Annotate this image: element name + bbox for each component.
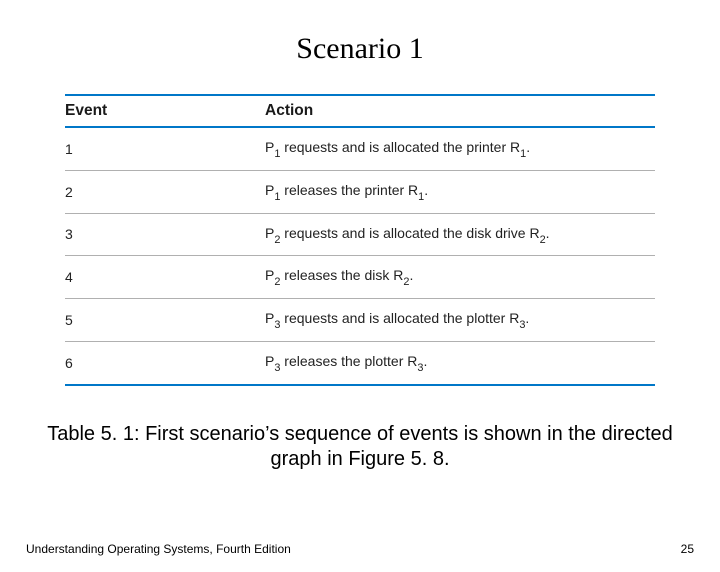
event-action-table: Event Action 1 P1 requests and is alloca…	[65, 94, 655, 386]
action-cell: P1 requests and is allocated the printer…	[265, 127, 655, 170]
action-cell: P1 releases the printer R1.	[265, 170, 655, 213]
event-cell: 3	[65, 213, 265, 256]
table-row: 3 P2 requests and is allocated the disk …	[65, 213, 655, 256]
table-caption: Table 5. 1: First scenario’s sequence of…	[44, 422, 676, 472]
action-cell: P2 releases the disk R2.	[265, 256, 655, 299]
action-cell: P3 requests and is allocated the plotter…	[265, 299, 655, 342]
col-header-action: Action	[265, 95, 655, 127]
page-number: 25	[681, 542, 694, 556]
footer-text: Understanding Operating Systems, Fourth …	[26, 542, 291, 556]
action-cell: P3 releases the plotter R3.	[265, 341, 655, 384]
event-cell: 2	[65, 170, 265, 213]
col-header-event: Event	[65, 95, 265, 127]
event-cell: 4	[65, 256, 265, 299]
table-header-row: Event Action	[65, 95, 655, 127]
event-cell: 6	[65, 341, 265, 384]
table-row: 2 P1 releases the printer R1.	[65, 170, 655, 213]
action-cell: P2 requests and is allocated the disk dr…	[265, 213, 655, 256]
table-row: 1 P1 requests and is allocated the print…	[65, 127, 655, 170]
slide-title: Scenario 1	[0, 32, 720, 66]
table-row: 4 P2 releases the disk R2.	[65, 256, 655, 299]
table-row: 5 P3 requests and is allocated the plott…	[65, 299, 655, 342]
table-row: 6 P3 releases the plotter R3.	[65, 341, 655, 384]
event-cell: 1	[65, 127, 265, 170]
event-cell: 5	[65, 299, 265, 342]
